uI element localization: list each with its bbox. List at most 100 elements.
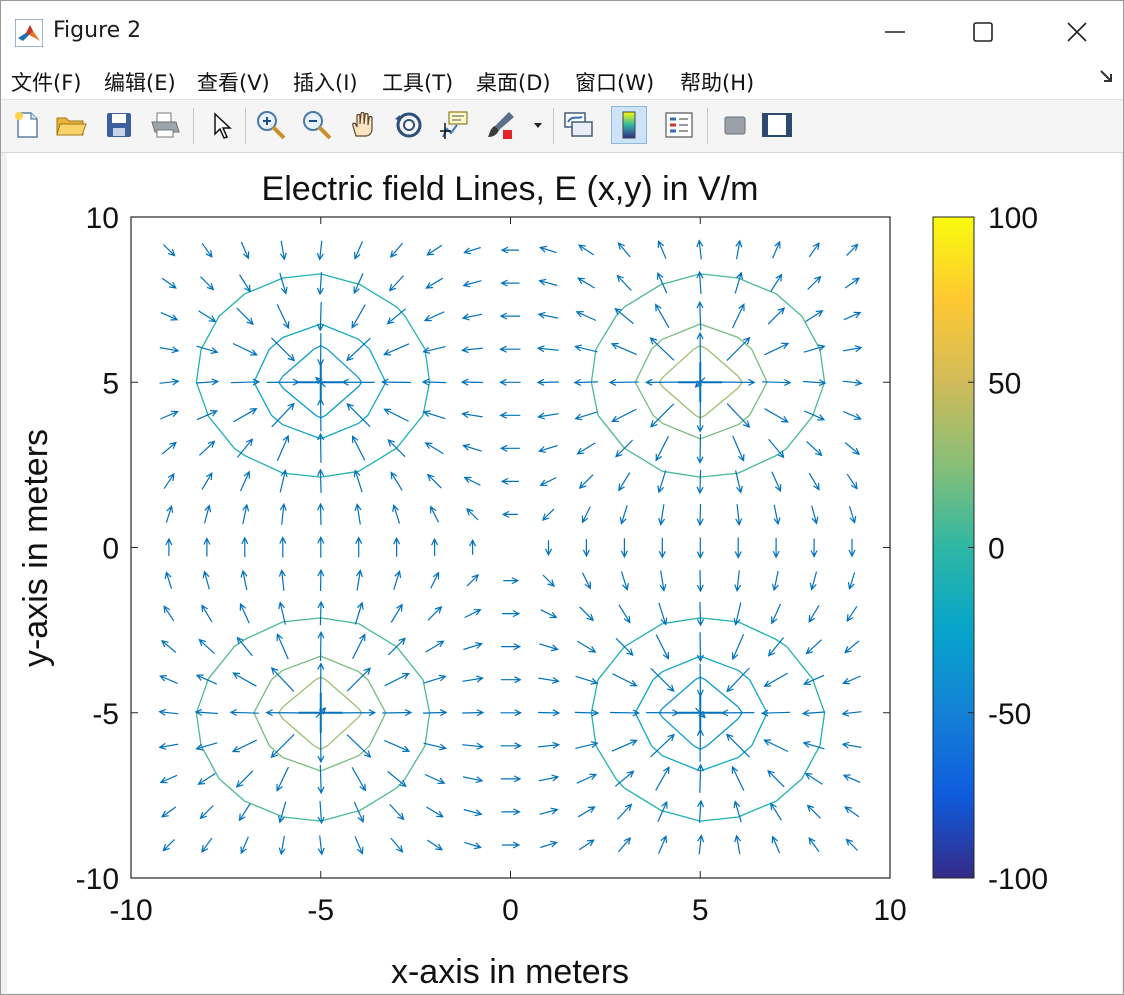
menu-edit[interactable]: 编辑(E) [104,71,176,95]
dock-arrow-icon[interactable] [1099,69,1115,85]
charge-marker [678,362,723,403]
zoom-out-button[interactable] [299,106,335,144]
field-arrow [760,709,791,717]
field-arrow [655,436,669,462]
field-arrow [732,435,745,462]
field-arrow [538,741,561,749]
field-arrow [239,470,250,492]
field-arrow [240,241,250,260]
menu-file[interactable]: 文件(F) [11,71,82,95]
field-arrow [655,634,670,660]
field-arrow [158,708,179,716]
close-button[interactable] [1031,1,1123,63]
colorbar-icon [622,111,636,139]
field-arrow [351,304,366,329]
minimize-button[interactable] [849,1,941,63]
field-arrow [804,772,823,785]
field-arrow [425,640,445,653]
field-arrow [241,536,249,558]
field-arrow [386,308,407,325]
field-arrow [164,571,173,589]
field-arrow [389,803,405,821]
open-file-button[interactable] [53,106,89,144]
maximize-button[interactable] [937,1,1029,63]
field-arrow [619,505,628,525]
menu-desktop[interactable]: 桌面(D) [476,71,551,95]
field-arrow [735,504,743,527]
link-plot-button[interactable] [561,106,597,144]
insert-legend-button[interactable] [661,106,697,144]
field-arrow [390,837,404,853]
field-arrow [842,675,861,685]
field-arrow [536,345,559,353]
field-arrow [203,537,211,557]
menu-insert[interactable]: 插入(I) [293,71,358,95]
field-arrow [198,310,217,323]
field-arrow [801,709,826,717]
field-arrow [393,570,402,590]
field-arrow [160,312,179,321]
data-cursor-button[interactable] [437,106,473,144]
print-button[interactable] [147,106,183,144]
field-arrow [848,539,856,558]
field-arrow [278,601,286,625]
field-arrow [423,674,447,684]
field-arrow [615,637,634,656]
field-arrow [802,674,825,685]
field-arrow [575,311,597,322]
link-plot-icon [564,112,593,137]
field-arrow [611,408,637,423]
field-arrow [644,378,679,386]
field-arrow [201,604,213,623]
field-arrow [659,570,667,592]
field-arrow [238,803,251,822]
brush-button[interactable] [483,106,519,144]
pointer-arrow-icon [214,112,232,139]
field-arrow [808,836,820,853]
zoom-in-icon [257,111,286,140]
zoom-in-button[interactable] [253,106,289,144]
field-arrow [346,337,371,362]
field-arrow [316,302,325,332]
field-arrow [352,633,366,659]
brush-dropdown[interactable] [527,106,549,144]
field-arrow [462,443,482,452]
field-arrow [722,378,756,386]
field-arrow [650,667,675,693]
menu-help[interactable]: 帮助(H) [680,71,755,95]
field-arrow [195,674,218,685]
field-arrow [317,397,325,432]
field-arrow [734,570,742,593]
field-arrow [236,307,254,326]
field-arrow [423,311,445,322]
menu-window[interactable]: 窗口(W) [575,71,655,95]
field-arrow [615,439,634,458]
field-arrow [763,739,789,753]
field-arrow [734,834,742,855]
field-arrow [767,307,786,325]
field-arrow [696,270,704,295]
colorbar[interactable] [932,216,975,879]
field-arrow [388,275,405,292]
show-plot-tools-button[interactable] [759,106,795,144]
field-arrow [696,663,704,698]
field-arrow [844,640,860,654]
field-arrow [354,241,363,260]
matlab-logo-icon [15,19,43,47]
hide-tools-icon [724,116,746,135]
menu-view[interactable]: 查看(V) [197,71,270,95]
insert-colorbar-button[interactable] [611,106,647,144]
menu-tools[interactable]: 工具(T) [382,71,454,95]
save-button[interactable] [101,106,137,144]
field-arrow [696,763,705,793]
charge-marker [298,362,343,403]
hide-plot-tools-button[interactable] [717,106,753,144]
pan-button[interactable] [345,106,381,144]
edit-plot-button[interactable] [203,106,239,144]
new-figure-button[interactable] [9,106,45,144]
print-icon [151,112,180,138]
field-arrow [650,733,675,758]
rotate-3d-button[interactable] [391,106,427,144]
field-arrow [460,378,484,386]
field-arrow [276,633,289,660]
